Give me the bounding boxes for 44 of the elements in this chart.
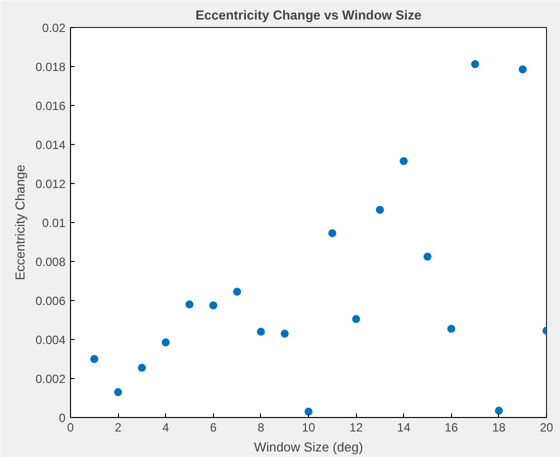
- y-tick-label: 0.008: [35, 255, 66, 269]
- point: [209, 301, 218, 310]
- y-tick-label: 0.004: [35, 333, 66, 347]
- point: [447, 324, 456, 333]
- x-axis-title: Window Size (deg): [254, 440, 364, 454]
- y-tick-label: 0.02: [42, 21, 66, 35]
- point: [256, 328, 265, 336]
- point: [494, 406, 503, 415]
- point: [328, 229, 336, 238]
- point: [162, 338, 170, 346]
- point: [304, 408, 312, 416]
- point: [114, 388, 122, 396]
- point: [138, 364, 146, 372]
- point: [376, 206, 384, 214]
- y-tick-label: 0.002: [35, 372, 66, 386]
- x-tick-label: 16: [444, 420, 458, 434]
- x-tick-label: 0: [67, 420, 74, 434]
- x-tick-label: 18: [492, 420, 506, 434]
- point: [424, 252, 432, 261]
- x-tick-label: 14: [397, 420, 411, 434]
- y-tick-label: 0.006: [35, 294, 66, 308]
- y-axis-title: Eccentricity Change: [12, 164, 28, 280]
- chart-title: Eccentricity Change vs Window Size: [196, 8, 422, 22]
- y-tick-label: 0.018: [35, 60, 66, 74]
- x-tick-label: 6: [210, 420, 217, 434]
- point: [233, 288, 242, 296]
- y-tick-label: 0.01: [42, 216, 66, 230]
- x-tick-label: 10: [302, 420, 316, 434]
- point: [352, 315, 360, 324]
- point: [518, 65, 527, 74]
- point: [186, 300, 194, 308]
- point: [280, 330, 289, 338]
- x-tick-label: 2: [114, 420, 122, 434]
- y-tick-label: 0.012: [35, 177, 66, 191]
- x-tick-label: 4: [162, 420, 170, 434]
- point: [90, 355, 98, 363]
- y-tick-label: 0.014: [35, 138, 66, 152]
- point: [471, 60, 480, 68]
- y-tick-label: 0.016: [35, 99, 66, 113]
- x-tick-label: 8: [258, 420, 265, 434]
- point: [400, 157, 408, 166]
- x-tick-label: 12: [349, 420, 364, 434]
- y-tick-label: 0: [58, 411, 66, 425]
- x-tick-label: 20: [540, 420, 554, 434]
